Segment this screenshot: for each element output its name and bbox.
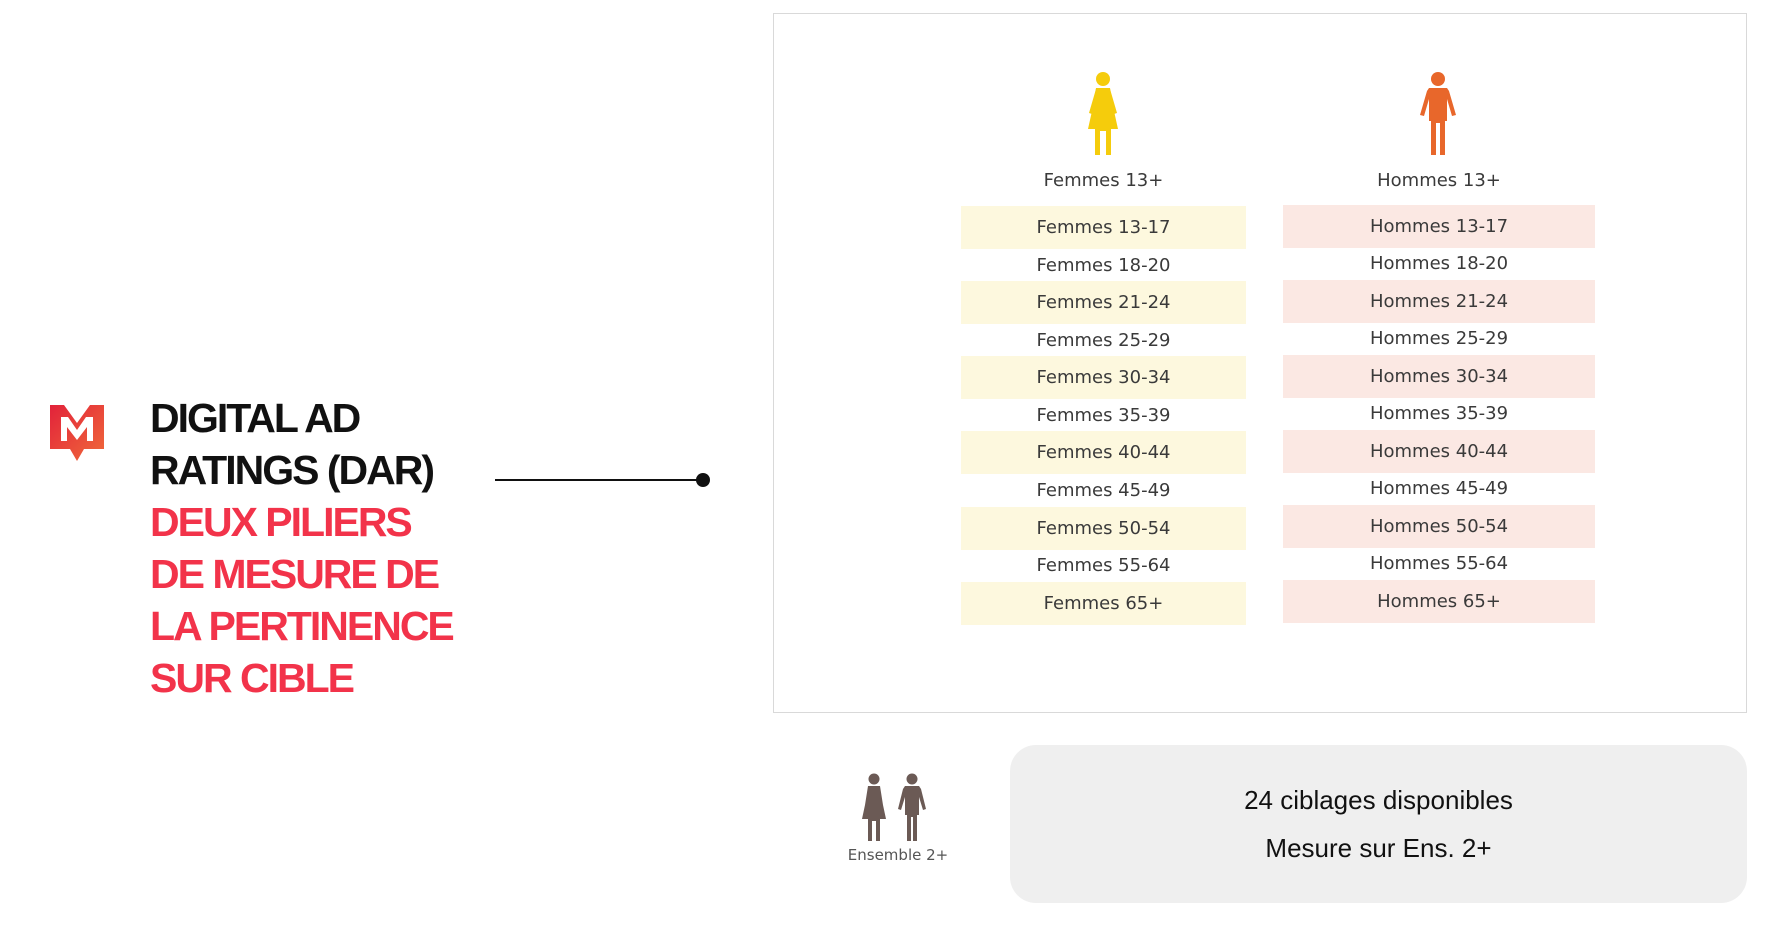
woman-icon <box>1085 71 1121 162</box>
target-row: Hommes 18-20 <box>1369 253 1509 274</box>
target-row: Femmes 35-39 <box>1036 405 1171 426</box>
targets-panel: Femmes 13+ Femmes 13-17 Femmes 18-20 Fem… <box>773 13 1747 713</box>
target-row: Hommes 40-44 <box>1283 430 1595 473</box>
target-row: Femmes 65+ <box>961 582 1246 625</box>
headline-subtitle-line: SUR CIBLE <box>150 655 355 701</box>
target-row: Hommes 13-17 <box>1283 205 1595 248</box>
target-row: Femmes 13-17 <box>961 206 1246 249</box>
target-row: Hommes 30-34 <box>1283 355 1595 398</box>
target-row: Hommes 21-24 <box>1283 280 1595 323</box>
connector-line <box>495 470 715 490</box>
target-row: Femmes 30-34 <box>961 356 1246 399</box>
target-row: Femmes 18-20 <box>1036 255 1171 276</box>
target-row: Femmes 25-29 <box>1036 330 1171 351</box>
target-row: Hommes 45-49 <box>1369 478 1509 499</box>
headline-subtitle-line: DE MESURE DE <box>150 551 440 597</box>
man-icon <box>1416 71 1460 162</box>
men-header: Hommes 13+ <box>1377 170 1501 191</box>
target-row: Hommes 55-64 <box>1369 553 1509 574</box>
target-row: Femmes 50-54 <box>961 507 1246 550</box>
women-header: Femmes 13+ <box>1043 170 1164 191</box>
info-box: 24 ciblages disponibles Mesure sur Ens. … <box>1010 745 1747 903</box>
info-line-measure: Mesure sur Ens. 2+ <box>1265 833 1492 863</box>
ensemble-label: Ensemble 2+ <box>847 846 949 864</box>
target-row: Femmes 45-49 <box>1036 480 1171 501</box>
headline: DIGITAL AD RATINGS (DAR) DEUX PILIERS DE… <box>150 392 490 704</box>
m-logo-icon <box>48 403 106 465</box>
couple-icon <box>858 773 938 848</box>
headline-line: RATINGS (DAR) <box>150 447 435 493</box>
target-row: Hommes 25-29 <box>1369 328 1509 349</box>
target-row: Hommes 35-39 <box>1369 403 1509 424</box>
target-row: Hommes 50-54 <box>1283 505 1595 548</box>
headline-subtitle-line: LA PERTINENCE <box>150 603 455 649</box>
target-row: Femmes 21-24 <box>961 281 1246 324</box>
target-row: Femmes 40-44 <box>961 431 1246 474</box>
headline-subtitle-line: DEUX PILIERS <box>150 499 413 545</box>
info-line-targets: 24 ciblages disponibles <box>1244 785 1513 815</box>
headline-line: DIGITAL AD <box>150 395 361 441</box>
target-row: Hommes 65+ <box>1283 580 1595 623</box>
target-row: Femmes 55-64 <box>1036 555 1171 576</box>
